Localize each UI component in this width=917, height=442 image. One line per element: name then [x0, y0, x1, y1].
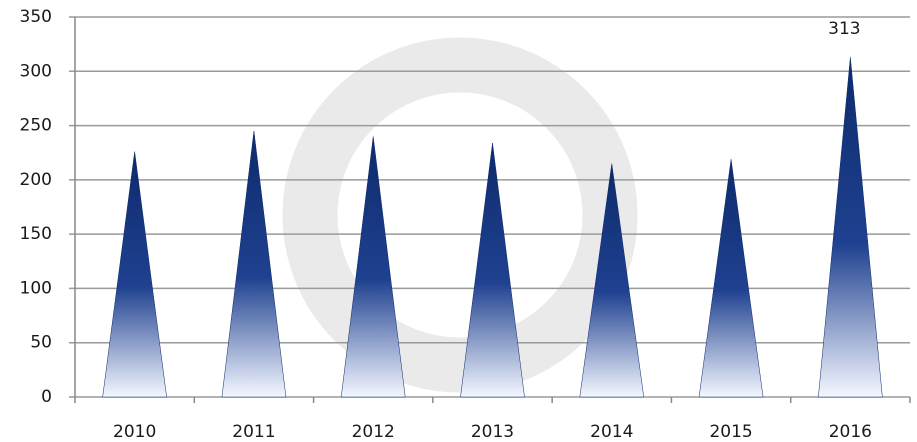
x-tick-label: 2012 — [352, 422, 395, 442]
y-tick-label: 0 — [41, 387, 52, 407]
x-tick-label: 2016 — [829, 422, 872, 442]
bar — [102, 151, 167, 398]
x-tick-label: 2014 — [590, 422, 633, 442]
bar — [340, 136, 406, 398]
y-tick-label: 200 — [20, 170, 52, 190]
y-tick-label: 50 — [30, 333, 52, 353]
y-tick-label: 350 — [20, 7, 52, 27]
y-tick-label: 300 — [20, 61, 52, 81]
y-tick-label: 100 — [20, 278, 52, 298]
data-label: 313 — [828, 19, 860, 39]
bar — [579, 163, 645, 398]
bar — [698, 159, 764, 398]
y-tick-label: 250 — [20, 116, 52, 136]
x-tick-label: 2013 — [471, 422, 514, 442]
bar — [460, 142, 525, 398]
bar — [818, 57, 883, 398]
y-tick-label: 150 — [20, 224, 52, 244]
bar — [221, 130, 287, 398]
x-tick-label: 2011 — [232, 422, 275, 442]
x-tick-label: 2010 — [113, 422, 156, 442]
x-tick-label: 2015 — [709, 422, 752, 442]
